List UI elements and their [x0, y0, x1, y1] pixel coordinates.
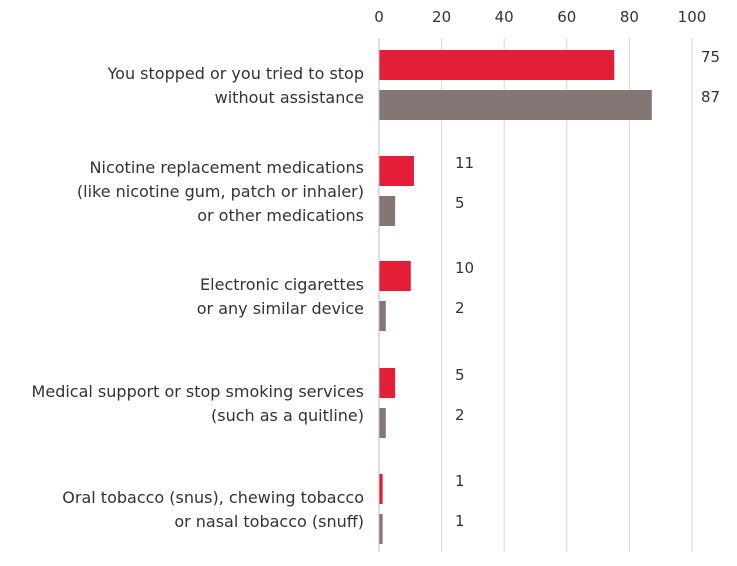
category-label-line: Electronic cigarettes [200, 275, 364, 294]
data-label: 2 [455, 406, 465, 424]
category-label: Oral tobacco (snus), chewing tobacco or n… [62, 488, 364, 531]
bar [379, 156, 414, 186]
bar [379, 261, 411, 291]
category-label-line: Medical support or stop smoking services [32, 382, 364, 401]
x-tick-label: 80 [620, 8, 639, 26]
bar [379, 514, 383, 544]
data-label: 2 [455, 299, 465, 317]
x-tick-label: 20 [432, 8, 451, 26]
x-tick-label: 40 [495, 8, 514, 26]
category-label-line: without assistance [215, 88, 364, 107]
data-label: 5 [455, 194, 465, 212]
data-label: 10 [455, 259, 474, 277]
category-label: Nicotine replacement medications (like ni… [77, 158, 364, 225]
x-tick-label: 0 [374, 8, 384, 26]
category-label-line: Nicotine replacement medications [90, 158, 364, 177]
bar [379, 408, 386, 438]
category-label-line: or any similar device [197, 299, 364, 318]
bar [379, 50, 615, 80]
bar [379, 90, 652, 120]
category-label-line: (such as a quitline) [211, 406, 364, 425]
bar [379, 368, 396, 398]
category-label-line: You stopped or you tried to stop [107, 64, 364, 83]
bar [379, 196, 396, 226]
category-label-line: (like nicotine gum, patch or inhaler) [77, 182, 364, 201]
bar [379, 301, 386, 331]
x-tick-label: 60 [557, 8, 576, 26]
bar [379, 474, 383, 504]
category-label: Medical support or stop smoking services… [32, 382, 364, 425]
data-label: 75 [701, 48, 720, 66]
category-label: Electronic cigarettes or any similar devi… [197, 275, 364, 318]
data-label: 11 [455, 154, 474, 172]
data-label: 87 [701, 88, 720, 106]
data-label: 1 [455, 512, 465, 530]
category-label: You stopped or you tried to stop without … [107, 64, 364, 107]
data-label: 1 [455, 472, 465, 490]
category-label-line: or nasal tobacco (snuff) [174, 512, 364, 531]
category-label-line: Oral tobacco (snus), chewing tobacco [62, 488, 364, 507]
x-tick-label: 100 [678, 8, 707, 26]
data-label: 5 [455, 366, 465, 384]
category-label-line: or other medications [197, 206, 364, 225]
